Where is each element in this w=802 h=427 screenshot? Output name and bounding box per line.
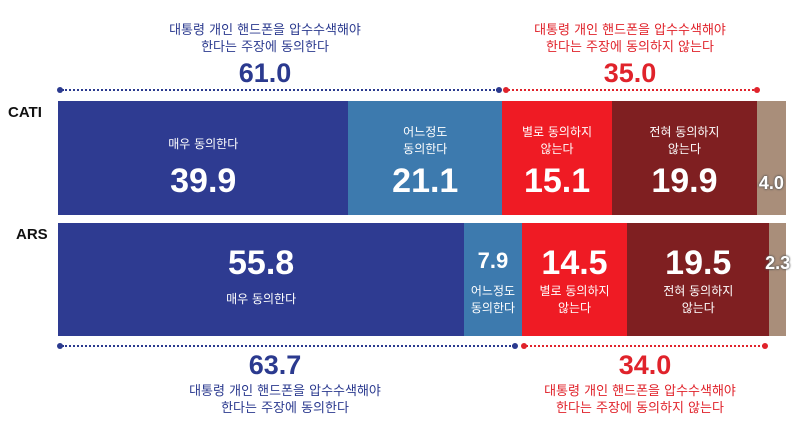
cati-disagree-caption-line2: 한다는 주장에 동의하지 않는다 xyxy=(546,40,714,55)
cati-agree-caption-line2: 한다는 주장에 동의한다 xyxy=(201,40,329,55)
cati-disagree-bracket-start xyxy=(503,87,509,93)
ars-agree-caption: 대통령 개인 핸드폰을 압수수색해야 한다는 주장에 동의한다 xyxy=(105,383,465,417)
ars-segment-very-agree: 55.8 매우 동의한다 xyxy=(58,223,465,336)
ars-somewhat-disagree-label-2: 않는다 xyxy=(557,301,592,315)
cati-agree-bracket xyxy=(62,89,498,91)
cati-somewhat-agree-label-2: 동의한다 xyxy=(403,142,448,156)
cati-disagree-bracket-end xyxy=(754,87,760,93)
ars-agree-caption-line2: 한다는 주장에 동의한다 xyxy=(221,401,349,416)
cati-agree-bracket-end xyxy=(496,87,502,93)
cati-strongly-disagree-label-1: 전혀 동의하지 xyxy=(649,125,720,139)
ars-agree-total: 63.7 xyxy=(248,350,302,380)
ars-segment-somewhat-agree: 7.9 어느정도 동의한다 xyxy=(464,223,522,336)
cati-segment-somewhat-agree: 어느정도 동의한다 21.1 xyxy=(348,101,503,215)
ars-segment-no-opinion: 2.3 xyxy=(765,223,790,336)
ars-somewhat-agree-label-1: 어느정도 xyxy=(470,284,516,298)
ars-somewhat-disagree-label-1: 별로 동의하지 xyxy=(539,284,610,298)
ars-agree-caption-line1: 대통령 개인 핸드폰을 압수수색해야 xyxy=(189,384,381,399)
ars-no-opinion-value: 2.3 xyxy=(765,253,791,273)
cati-very-agree-value: 39.9 xyxy=(170,162,237,200)
ars-disagree-total: 34.0 xyxy=(618,350,672,380)
cati-disagree-caption: 대통령 개인 핸드폰을 압수수색해야 한다는 주장에 동의하지 않는다 xyxy=(465,22,795,56)
cati-agree-caption-line1: 대통령 개인 핸드폰을 압수수색해야 xyxy=(169,23,361,38)
ars-very-agree-value: 55.8 xyxy=(228,244,295,282)
ars-segment-strongly-disagree: 19.5 전혀 동의하지 않는다 xyxy=(627,223,770,336)
cati-disagree-bracket xyxy=(508,89,754,91)
ars-strongly-disagree-value: 19.5 xyxy=(665,244,732,282)
cati-somewhat-agree-label-1: 어느정도 xyxy=(403,125,448,139)
ars-very-agree-label: 매우 동의한다 xyxy=(226,292,297,306)
cati-disagree-total: 35.0 xyxy=(603,58,657,88)
cati-segment-no-opinion: 4.0 xyxy=(756,101,786,215)
cati-segment-strongly-disagree: 전혀 동의하지 않는다 19.9 xyxy=(612,101,757,215)
cati-strongly-disagree-value: 19.9 xyxy=(651,162,718,200)
ars-disagree-bracket-end xyxy=(762,343,768,349)
ars-strongly-disagree-label-2: 않는다 xyxy=(681,301,715,315)
row-label-ars: ARS xyxy=(16,226,48,243)
cati-very-agree-label: 매우 동의한다 xyxy=(168,137,239,151)
cati-somewhat-agree-value: 21.1 xyxy=(392,162,459,200)
ars-disagree-caption-line2: 한다는 주장에 동의하지 않는다 xyxy=(556,401,724,416)
cati-segment-very-agree: 매우 동의한다 39.9 xyxy=(58,101,349,215)
cati-somewhat-disagree-value: 15.1 xyxy=(523,162,591,200)
ars-agree-bracket-end xyxy=(512,343,518,349)
ars-disagree-bracket xyxy=(526,345,764,347)
cati-no-opinion-value: 4.0 xyxy=(758,173,784,193)
ars-somewhat-agree-label-2: 동의한다 xyxy=(470,301,516,315)
ars-somewhat-disagree-value: 14.5 xyxy=(541,244,608,282)
ars-strongly-disagree-label-1: 전혀 동의하지 xyxy=(663,284,734,298)
cati-somewhat-disagree-label-2: 않는다 xyxy=(540,142,574,156)
ars-segment-somewhat-disagree: 14.5 별로 동의하지 않는다 xyxy=(521,223,628,336)
cati-agree-total: 61.0 xyxy=(238,58,292,88)
ars-agree-bracket-start xyxy=(57,343,63,349)
ars-agree-bracket xyxy=(62,345,514,347)
ars-disagree-caption: 대통령 개인 핸드폰을 압수수색해야 한다는 주장에 동의하지 않는다 xyxy=(475,383,802,417)
row-label-cati: CATI xyxy=(8,104,42,121)
cati-agree-caption: 대통령 개인 핸드폰을 압수수색해야 한다는 주장에 동의한다 xyxy=(100,22,430,56)
ars-somewhat-agree-value: 7.9 xyxy=(477,248,509,273)
cati-disagree-caption-line1: 대통령 개인 핸드폰을 압수수색해야 xyxy=(534,23,726,38)
cati-agree-bracket-start xyxy=(57,87,63,93)
cati-strongly-disagree-label-2: 않는다 xyxy=(667,142,701,156)
cati-somewhat-disagree-label-1: 별로 동의하지 xyxy=(522,125,593,139)
ars-disagree-bracket-start xyxy=(521,343,527,349)
ars-disagree-caption-line1: 대통령 개인 핸드폰을 압수수색해야 xyxy=(544,384,736,399)
cati-segment-somewhat-disagree: 별로 동의하지 않는다 15.1 xyxy=(502,101,612,215)
